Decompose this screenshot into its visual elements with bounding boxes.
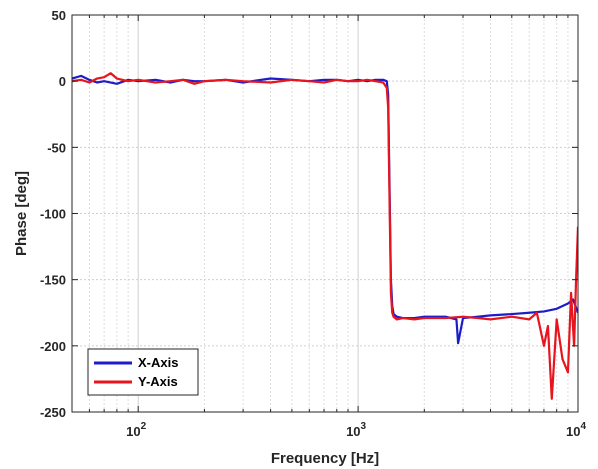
y-tick-label: -250 bbox=[40, 405, 66, 420]
x-tick-label: 103 bbox=[346, 421, 366, 439]
legend-label: Y-Axis bbox=[138, 374, 178, 389]
y-tick-label: -100 bbox=[40, 207, 66, 222]
legend-box bbox=[87, 348, 199, 396]
x-tick-label: 102 bbox=[126, 421, 146, 439]
legend: X-Axis Y-Axis bbox=[87, 348, 199, 396]
x-tick-label: 104 bbox=[566, 421, 586, 439]
y-tick-label: -200 bbox=[40, 339, 66, 354]
series-line-x-axis bbox=[72, 74, 578, 345]
y-tick-label: -50 bbox=[47, 140, 66, 155]
y-tick-label: -150 bbox=[40, 273, 66, 288]
x-axis-title: Frequency [Hz] bbox=[271, 450, 379, 467]
series-lines bbox=[72, 72, 578, 400]
series-line-y-axis bbox=[72, 72, 578, 400]
y-tick-label: 50 bbox=[52, 8, 66, 23]
y-axis-title: Phase [deg] bbox=[13, 171, 30, 256]
legend-label: X-Axis bbox=[138, 355, 178, 370]
y-tick-label: 0 bbox=[59, 74, 66, 89]
axis-ticks: 50 0 -50 -100 -150 -200 -250 102 103 104 bbox=[40, 8, 586, 439]
